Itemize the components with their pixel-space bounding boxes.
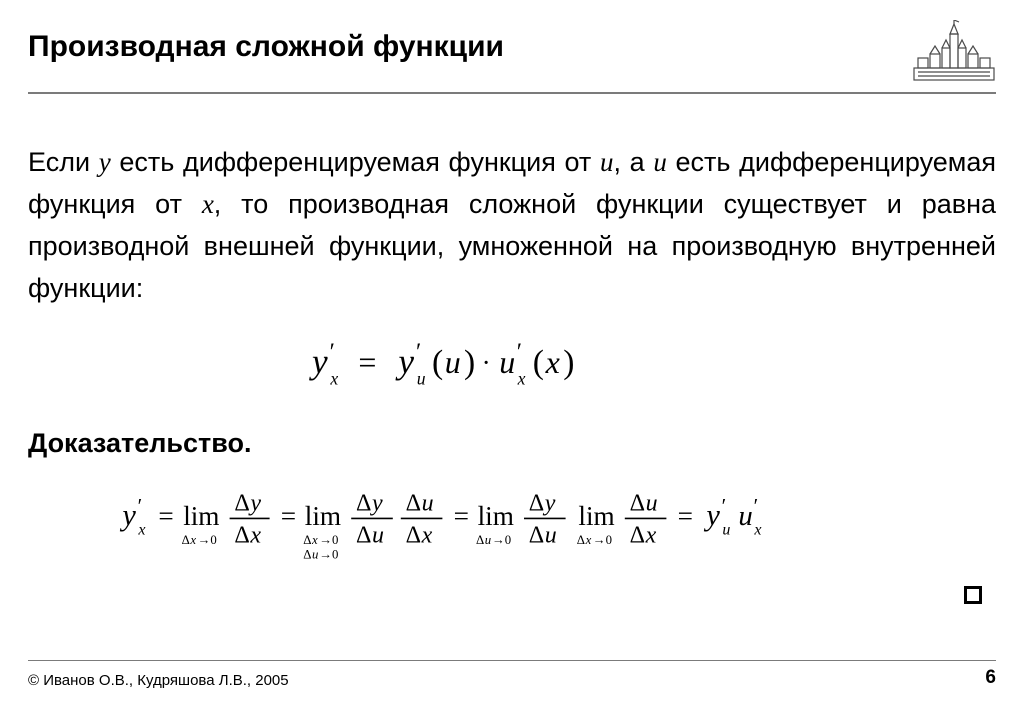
svg-text:u: u (499, 344, 515, 380)
svg-text:→0: →0 (198, 533, 217, 547)
svg-text:=: = (281, 501, 296, 531)
svg-text:): ) (563, 344, 574, 381)
svg-text:x: x (517, 368, 526, 388)
svg-text:y: y (248, 490, 261, 516)
svg-text:y: y (543, 490, 556, 516)
slide-header: Производная сложной функции (28, 22, 996, 92)
svg-text:x: x (249, 522, 261, 548)
svg-text:y: y (309, 342, 328, 381)
svg-text:′: ′ (330, 340, 335, 366)
svg-text:lim: lim (478, 501, 514, 531)
svg-text:x: x (545, 344, 560, 380)
svg-text:x: x (329, 368, 338, 388)
svg-text:→0: →0 (492, 533, 511, 547)
svg-text:u: u (646, 490, 658, 516)
svg-text:·: · (482, 348, 491, 378)
svg-text:′: ′ (416, 340, 421, 366)
svg-text:(: ( (533, 344, 544, 381)
svg-text:Δ: Δ (356, 522, 371, 548)
svg-text:Δ: Δ (234, 490, 249, 516)
svg-text:u: u (417, 368, 426, 388)
svg-text:y: y (119, 498, 136, 532)
svg-text:Δ: Δ (476, 533, 484, 547)
svg-text:′: ′ (138, 495, 143, 518)
formula-chain-rule: y ′ x = y ′ u ( u ) · u ′ x ( x ) (0, 338, 1024, 399)
svg-text:u: u (738, 500, 752, 532)
svg-text:Δ: Δ (406, 490, 421, 516)
svg-text:Δ: Δ (303, 533, 311, 547)
svg-text:lim: lim (578, 501, 614, 531)
svg-text:x: x (585, 533, 592, 547)
svg-text:Δ: Δ (356, 490, 371, 516)
svg-text:u: u (545, 522, 557, 548)
svg-text:(: ( (432, 344, 443, 381)
header-rule (28, 92, 996, 94)
footer-rule (28, 660, 996, 661)
svg-text:Δ: Δ (630, 522, 645, 548)
svg-text:Δ: Δ (406, 522, 421, 548)
svg-text:): ) (464, 344, 475, 381)
university-logo-icon (912, 20, 996, 82)
svg-text:→0: →0 (593, 533, 612, 547)
slide-title: Производная сложной функции (28, 22, 504, 64)
svg-text:Δ: Δ (303, 547, 311, 561)
svg-text:=: = (158, 501, 173, 531)
svg-text:lim: lim (183, 501, 219, 531)
slide: Производная сложной функции (0, 0, 1024, 709)
page-number: 6 (985, 667, 996, 689)
svg-text:Δ: Δ (577, 533, 585, 547)
qed-box-icon (964, 586, 982, 604)
svg-text:x: x (421, 522, 433, 548)
svg-text:=: = (678, 501, 693, 531)
body-paragraph: Если y есть дифференцируемая функция от … (28, 142, 996, 309)
svg-text:u: u (445, 344, 461, 380)
copyright-text: © Иванов О.В., Кудряшова Л.В., 2005 (28, 672, 289, 689)
svg-text:′: ′ (517, 340, 522, 366)
svg-text:y: y (395, 342, 414, 381)
formula-proof: y ′ x = lim Δ x →0 Δ y Δ x = lim Δ x (0, 480, 1024, 573)
svg-text:x: x (137, 521, 145, 538)
svg-text:=: = (454, 501, 469, 531)
svg-text:′: ′ (754, 495, 759, 518)
svg-text:Δ: Δ (529, 522, 544, 548)
svg-text:u: u (312, 547, 318, 561)
proof-label: Доказательство. (28, 428, 251, 459)
svg-text:y: y (703, 498, 720, 532)
svg-text:x: x (189, 533, 196, 547)
svg-text:=: = (358, 344, 376, 380)
svg-text:Δ: Δ (182, 533, 190, 547)
svg-text:Δ: Δ (529, 490, 544, 516)
svg-text:y: y (370, 490, 383, 516)
svg-text:x: x (753, 521, 761, 538)
svg-text:u: u (485, 533, 491, 547)
svg-text:u: u (722, 521, 730, 538)
svg-text:x: x (645, 522, 657, 548)
svg-text:u: u (422, 490, 434, 516)
svg-text:u: u (372, 522, 384, 548)
svg-text:x: x (311, 533, 318, 547)
svg-text:′: ′ (722, 495, 727, 518)
svg-text:Δ: Δ (234, 522, 249, 548)
svg-text:→0: →0 (319, 533, 338, 547)
svg-text:lim: lim (305, 501, 341, 531)
svg-text:Δ: Δ (630, 490, 645, 516)
svg-text:→0: →0 (319, 547, 338, 561)
